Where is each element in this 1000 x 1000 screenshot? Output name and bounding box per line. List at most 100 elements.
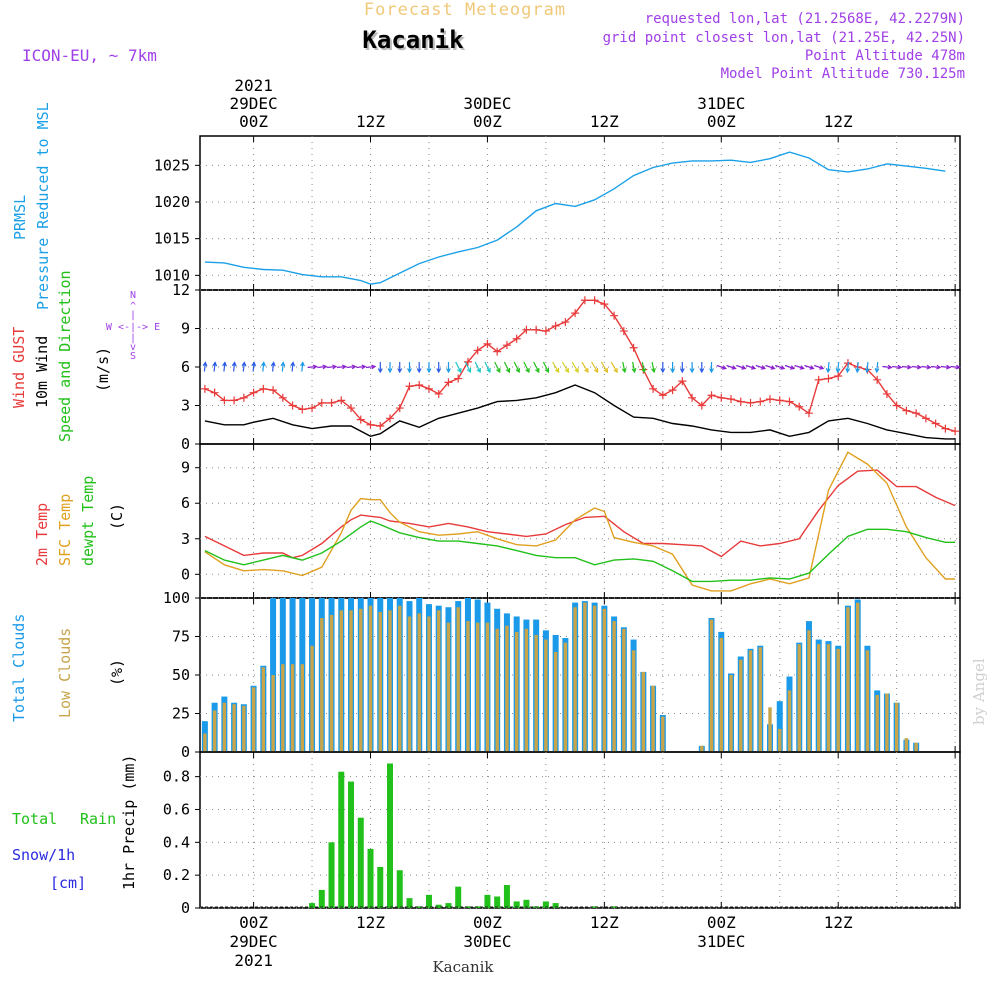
sfc-temp-line — [204, 451, 956, 592]
wind-direction-arrow — [464, 361, 472, 374]
wind-tick-label: 3 — [181, 397, 190, 415]
gust-marker — [366, 420, 375, 429]
wind-direction-arrow — [921, 364, 932, 370]
wind-direction-arrow — [651, 361, 656, 374]
wind-direction-arrow — [689, 362, 695, 374]
rain-bar — [494, 896, 501, 908]
wind-direction-arrow — [222, 361, 227, 372]
rain-bar — [328, 842, 335, 908]
compass-down: v — [130, 342, 136, 353]
compass-bar-2: | — [130, 333, 136, 344]
low-cloud-bar — [232, 704, 236, 752]
pressure-line — [204, 151, 946, 285]
wind-direction-arrow — [261, 361, 266, 372]
time-label-top: 31DEC — [697, 94, 745, 113]
gust-marker — [356, 415, 365, 424]
product-title: Forecast Meteogram — [364, 0, 566, 20]
rain-bar — [484, 894, 491, 908]
wind-direction-arrow — [307, 364, 318, 370]
wind-direction-arrow — [336, 364, 348, 370]
low-cloud-bar — [320, 618, 324, 752]
snow-unit-label: [cm] — [50, 874, 86, 892]
gust-marker — [727, 395, 736, 404]
sfc-temp-label: SFC Temp — [56, 494, 74, 566]
gust-marker — [697, 401, 706, 410]
rain-bar — [503, 885, 510, 908]
gust-line — [204, 299, 956, 432]
low-cloud-bar — [203, 733, 207, 752]
time-label-bottom: 00Z — [707, 913, 736, 932]
rain-bar — [445, 903, 452, 908]
low-cloud-bar — [622, 628, 626, 752]
low-cloud-bar — [894, 702, 899, 752]
low-cloud-bar — [583, 602, 587, 752]
gust-marker — [951, 427, 960, 436]
gust-marker — [746, 398, 755, 407]
gust-marker — [220, 396, 229, 405]
low-cloud-bar — [855, 602, 860, 752]
gust-marker — [649, 384, 658, 393]
wind-direction-arrow — [494, 361, 501, 374]
wind-direction-arrow — [726, 364, 737, 370]
precip-grid — [200, 752, 960, 909]
low-cloud-bar — [758, 647, 762, 752]
low-cloud-bar — [885, 693, 889, 752]
gust-marker — [941, 424, 950, 433]
compass-up: ^ — [130, 301, 136, 312]
rain-bar — [591, 906, 598, 908]
rain-bar — [406, 898, 413, 908]
gust-marker — [717, 393, 726, 402]
low-cloud-bar — [592, 605, 597, 752]
low-cloud-bar — [446, 622, 451, 752]
wind-direction-arrow — [397, 362, 403, 374]
wind-direction-arrow — [845, 361, 851, 374]
wind-direction-arrow — [755, 364, 767, 370]
wind-tick-label: 12 — [172, 281, 190, 299]
low-cloud-bar — [787, 690, 792, 752]
gust-marker — [590, 296, 599, 305]
precip-unit: 1hr Precip (mm) — [120, 755, 138, 890]
temp-grid — [200, 444, 960, 598]
gust-marker — [551, 321, 560, 330]
low-cloud-bar — [339, 610, 343, 752]
wind-direction-arrow — [202, 361, 208, 372]
gust-marker — [317, 398, 326, 407]
low-cloud-bar — [505, 625, 509, 752]
snow-label: Snow/1h — [12, 846, 75, 864]
wind-direction-arrow — [874, 361, 880, 374]
pressure-panel: 1010 1015 1020 1025 — [154, 135, 961, 291]
low-cloud-bar — [904, 738, 909, 752]
wind-direction-arrow — [300, 361, 305, 372]
pressure-tick-label: 1015 — [154, 230, 190, 248]
low-cloud-bar — [700, 745, 704, 752]
wind-direction-arrow — [765, 364, 776, 370]
wind-direction-arrow — [855, 361, 860, 374]
gust-marker — [249, 388, 258, 397]
wind-direction-arrow — [892, 364, 903, 370]
gust-marker — [824, 374, 833, 383]
gust-marker — [288, 401, 297, 410]
grid-point-coords: grid point closest lon,lat (21.25E, 42.2… — [603, 30, 965, 46]
low-cloud-bar — [271, 675, 275, 752]
wind-direction-arrow — [814, 364, 825, 370]
low-cloud-bar — [251, 687, 256, 752]
wind-direction-arrow — [679, 362, 685, 374]
wind-tick-label: 9 — [181, 320, 190, 338]
model-name: ICON-EU, ~ 7km — [22, 46, 157, 65]
wind-direction-arrow — [825, 361, 831, 374]
gust-marker — [454, 374, 463, 383]
low-cloud-bar — [359, 608, 363, 752]
point-altitude: Point Altitude 478m — [805, 48, 965, 64]
wind-direction-arrow — [280, 361, 286, 372]
time-label-top: 00Z — [239, 112, 268, 131]
clouds-tick-label: 50 — [172, 666, 190, 684]
gust-marker — [678, 377, 687, 386]
wind-direction-arrow — [503, 361, 511, 374]
gust-marker — [200, 384, 209, 393]
wind-direction-arrow — [950, 364, 961, 370]
wind-direction-arrow — [699, 362, 705, 374]
gust-marker — [756, 397, 765, 406]
wind-direction-arrow — [290, 361, 296, 372]
low-cloud-bar — [826, 644, 831, 752]
